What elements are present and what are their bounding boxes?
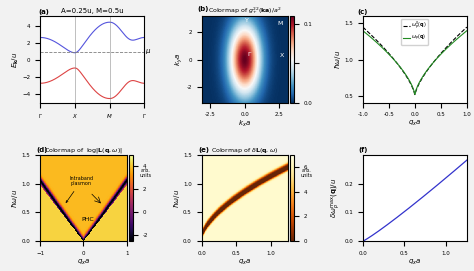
Text: (c): (c): [358, 8, 368, 15]
X-axis label: $q_x a$: $q_x a$: [238, 257, 251, 266]
X-axis label: $q_x a$: $q_x a$: [408, 119, 421, 128]
Title: Colormap of $g_{+}^{22}(\mathbf{ka})/a^2$: Colormap of $g_{+}^{22}(\mathbf{ka})/a^2…: [208, 5, 282, 16]
X-axis label: $k_x a$: $k_x a$: [238, 119, 251, 129]
Legend: $\omega_p^0(\mathbf{q})$, $\omega_p(\mathbf{q})$: $\omega_p^0(\mathbf{q})$, $\omega_p(\mat…: [401, 19, 428, 45]
Y-axis label: $\hbar\omega / u$: $\hbar\omega / u$: [10, 188, 20, 208]
$\omega_p(\mathbf{q})$: [464, 29, 470, 32]
X-axis label: $q_x a$: $q_x a$: [408, 257, 421, 266]
Text: (e): (e): [198, 147, 209, 153]
Text: $\mu$: $\mu$: [146, 47, 152, 56]
Y-axis label: $\delta\omega_p^{\max}(\mathbf{q})/u$: $\delta\omega_p^{\max}(\mathbf{q})/u$: [330, 178, 343, 218]
$\omega_p^0(\mathbf{q})$: [360, 25, 365, 29]
Text: Y: Y: [245, 18, 249, 23]
$\omega_p^0(\mathbf{q})$: [464, 25, 470, 29]
Line: $\omega_p^0(\mathbf{q})$: $\omega_p^0(\mathbf{q})$: [363, 27, 467, 95]
Title: Colormap of  $\log|\mathbf{L}(\mathbf{q},\omega)|$: Colormap of $\log|\mathbf{L}(\mathbf{q},…: [44, 146, 123, 155]
Text: arb.
units: arb. units: [301, 168, 313, 179]
$\omega_p^0(\mathbf{q})$: [401, 71, 407, 74]
$\omega_p^0(\mathbf{q})$: [394, 61, 400, 64]
Line: $\omega_p(\mathbf{q})$: $\omega_p(\mathbf{q})$: [363, 31, 467, 94]
$\omega_p^0(\mathbf{q})$: [435, 55, 441, 58]
$\omega_p(\mathbf{q})$: [412, 93, 418, 96]
Text: arb.
units: arb. units: [139, 168, 152, 179]
Y-axis label: $E_{\mathbf{k}}/u$: $E_{\mathbf{k}}/u$: [11, 51, 21, 68]
Text: M: M: [277, 21, 283, 27]
$\omega_p^0(\mathbf{q})$: [426, 67, 431, 70]
$\omega_p(\mathbf{q})$: [373, 40, 378, 43]
$\omega_p(\mathbf{q})$: [435, 55, 441, 59]
Text: (d): (d): [37, 147, 48, 153]
Text: $\Gamma$: $\Gamma$: [247, 50, 252, 58]
X-axis label: $q_x a$: $q_x a$: [77, 257, 90, 266]
$\omega_p(\mathbf{q})$: [360, 29, 365, 32]
$\omega_p(\mathbf{q})$: [394, 61, 400, 64]
$\omega_p(\mathbf{q})$: [436, 55, 442, 58]
Text: (f): (f): [359, 147, 368, 153]
$\omega_p^0(\mathbf{q})$: [436, 54, 442, 57]
Title: A=0.25u, M=0.5u: A=0.25u, M=0.5u: [61, 8, 124, 14]
Text: PHC: PHC: [82, 217, 94, 222]
$\omega_p(\mathbf{q})$: [401, 70, 407, 74]
Text: (a): (a): [38, 8, 49, 15]
$\omega_p^0(\mathbf{q})$: [373, 37, 378, 41]
Text: Intraband
plasmon: Intraband plasmon: [66, 176, 93, 202]
$\omega_p^0(\mathbf{q})$: [412, 93, 418, 96]
$\omega_p(\mathbf{q})$: [426, 67, 431, 70]
Text: (b): (b): [197, 6, 209, 12]
Y-axis label: $\hbar\omega / u$: $\hbar\omega / u$: [172, 188, 182, 208]
Y-axis label: $k_y a$: $k_y a$: [173, 53, 185, 66]
Text: X: X: [280, 53, 284, 58]
Y-axis label: $\hbar\omega / u$: $\hbar\omega / u$: [333, 50, 343, 69]
Title: Colormap of $\delta\mathbf{L}(\mathbf{q},\omega)$: Colormap of $\delta\mathbf{L}(\mathbf{q}…: [211, 146, 278, 155]
